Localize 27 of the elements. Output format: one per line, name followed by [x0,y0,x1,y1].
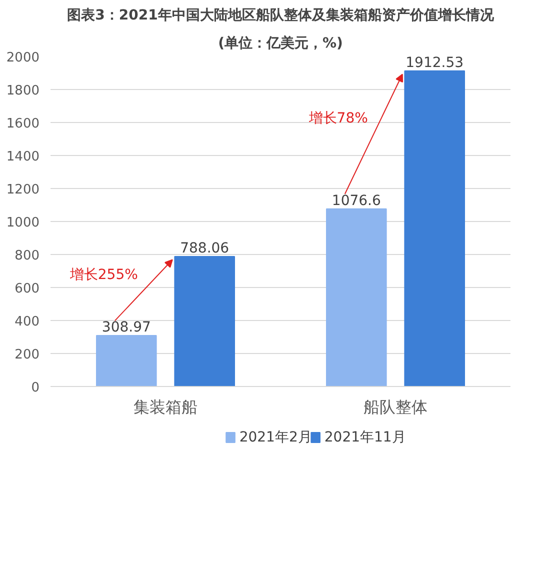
y-tick-label: 1200 [6,182,40,198]
bar [96,335,157,386]
chart-subtitle: (单位：亿美元，%) [218,34,343,52]
data-label: 1076.6 [332,192,381,209]
data-label: 308.97 [102,320,151,336]
chart-title: 图表3：2021年中国大陆地区船队整体及集装箱船资产价值增长情况 [67,6,495,24]
y-tick-label: 0 [31,380,40,396]
data-label: 788.06 [180,240,230,256]
annotation: 增长78% [308,110,368,127]
y-tick-label: 1000 [6,216,40,230]
y-tick-label: 200 [14,348,40,362]
y-tick-label: 400 [14,314,40,330]
y-tick-label: 600 [14,282,40,296]
x-tick-label: 船队整体 [364,398,428,416]
bar [404,70,465,386]
bar [326,208,387,386]
y-tick-label: 2000 [6,50,40,66]
y-tick-label: 1800 [6,84,40,98]
y-tick-label: 800 [14,248,40,264]
data-label: 1912.53 [406,54,464,71]
legend-label: 2021年11月 [324,430,406,446]
x-tick-label: 集装箱船 [134,398,198,416]
legend-label: 2021年2月 [239,430,312,446]
y-tick-label: 1600 [6,116,40,132]
bar [174,256,235,386]
annotation: 增长255% [68,266,138,283]
y-tick-label: 1400 [6,150,40,164]
